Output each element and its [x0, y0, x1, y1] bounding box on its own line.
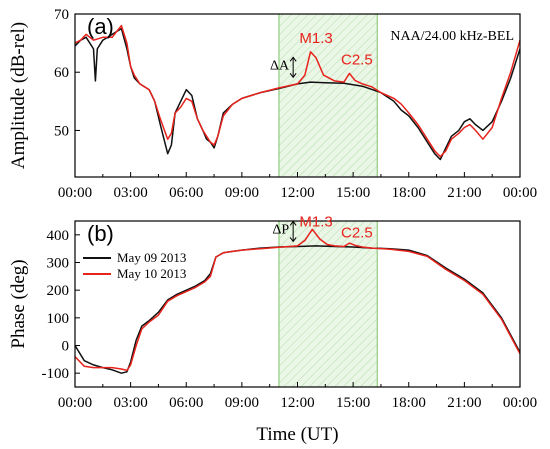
x-tick-label: 15:00: [336, 395, 370, 411]
series-line-red: [74, 228, 521, 372]
x-tick-label: 21:00: [447, 185, 481, 201]
panel-a: 00:00 03:00 06:00 09:00 12:00 15:00 18:00 21:00…: [8, 7, 537, 201]
y-tick-label: 400: [47, 228, 70, 244]
x-tick-label: 03:00: [114, 395, 148, 411]
delta-arrow-head-down: [289, 73, 297, 79]
x-axis-label-time: Time (UT): [256, 424, 338, 445]
x-tick-label: 00:00: [503, 185, 537, 201]
y-tick-label: 300: [47, 256, 70, 272]
legend-label-may10: May 10 2013: [117, 266, 186, 281]
y-axis-label-amplitude: Amplitude (dB-rel): [8, 22, 29, 169]
annotation-a: ΔA: [270, 58, 290, 73]
y-tick-label: 100: [47, 311, 70, 327]
x-tick-label: 00:00: [503, 395, 537, 411]
x-tick-label: 06:00: [169, 395, 203, 411]
y-axis-label-phase: Phase (deg): [8, 259, 29, 348]
station-label: NAA/24.00 kHz-BEL: [390, 29, 514, 44]
y-tick-label: -100: [42, 366, 70, 382]
y-tick-label: 60: [54, 65, 69, 81]
legend-label-may09: May 09 2013: [117, 250, 186, 265]
x-tick-label: 09:00: [225, 185, 259, 201]
x-tick-label: 12:00: [280, 185, 314, 201]
x-tick-label: 03:00: [114, 185, 148, 201]
annotation-p: ΔP: [272, 222, 289, 237]
x-tick-label: 06:00: [169, 185, 203, 201]
panel-a-label: (a): [87, 14, 114, 39]
x-tick-label: 15:00: [336, 185, 370, 201]
y-tick-label: 50: [54, 123, 69, 139]
x-tick-label: 12:00: [280, 395, 314, 411]
x-tick-label: 00:00: [58, 395, 92, 411]
delta-arrow-head-down: [289, 237, 297, 243]
delta-arrow-head-up: [289, 220, 297, 226]
annotation-c25: C2.5: [341, 52, 373, 69]
panel-b-label: (b): [87, 221, 114, 246]
shaded-interval: [278, 220, 378, 388]
y-tick-label: 200: [47, 283, 70, 299]
annotation-m13: M1.3: [299, 30, 332, 47]
x-tick-label: 21:00: [447, 395, 481, 411]
y-tick-label: 0: [62, 339, 70, 355]
x-tick-label: 09:00: [225, 395, 259, 411]
annotation-m13: M1.3: [299, 214, 332, 231]
x-tick-label: 18:00: [392, 185, 426, 201]
series-line-red: [74, 24, 521, 158]
annotation-c25: C2.5: [341, 225, 373, 242]
x-tick-label: 00:00: [58, 185, 92, 201]
panel-a-frame: [74, 13, 521, 178]
delta-arrow-head-up: [289, 56, 297, 62]
panel-b: 00:00 03:00 06:00 09:00 12:00 15:00 18:00 21:00…: [8, 214, 537, 445]
panel-b-frame: [74, 220, 521, 388]
y-tick-label: 70: [54, 7, 69, 23]
legend: May 09 2013 May 10 2013: [83, 250, 186, 281]
x-tick-label: 18:00: [392, 395, 426, 411]
shaded-interval: [278, 13, 378, 178]
